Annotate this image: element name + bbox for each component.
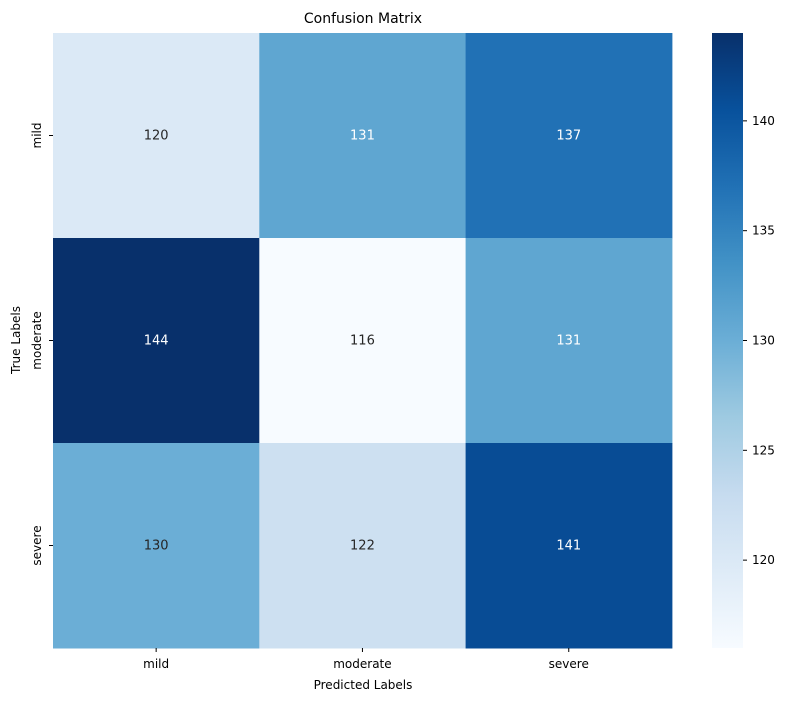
heatmap-cell (465, 238, 673, 444)
heatmap-cell (465, 33, 673, 239)
cell-annotations: 120 131 137 144 116 131 130 122 141 (144, 129, 581, 554)
heatmap-cells (53, 33, 673, 649)
x-tick-label: mild (143, 657, 169, 671)
y-axis-ticks: mild moderate severe (30, 123, 53, 566)
cell-value-label: 122 (350, 539, 375, 554)
cell-value-label: 144 (144, 334, 169, 349)
x-axis-label: Predicted Labels (314, 678, 413, 692)
heatmap-cell (259, 33, 467, 239)
colorbar-tick-label: 135 (752, 224, 775, 238)
colorbar-ticks: 120 125 130 135 140 (743, 114, 775, 567)
cell-value-label: 120 (144, 129, 169, 144)
heatmap-cell (53, 443, 260, 649)
x-axis-ticks: mild moderate severe (143, 648, 589, 671)
colorbar-tick-label: 125 (752, 443, 775, 457)
heatmap-cell (53, 238, 260, 444)
heatmap-cell (465, 443, 673, 649)
cell-value-label: 116 (350, 334, 375, 349)
cell-value-label: 141 (556, 539, 581, 554)
heatmap-cell (259, 443, 467, 649)
y-axis-label: True Labels (9, 306, 23, 375)
chart-title: Confusion Matrix (304, 11, 422, 27)
cell-value-label: 131 (556, 334, 581, 349)
y-tick-label: severe (30, 525, 44, 565)
cell-value-label: 137 (556, 129, 581, 144)
y-tick-label: mild (30, 123, 44, 149)
x-tick-label: severe (549, 657, 589, 671)
x-tick-label: moderate (333, 657, 391, 671)
heatmap-cell (259, 238, 467, 444)
cell-value-label: 131 (350, 129, 375, 144)
y-tick-label: moderate (30, 311, 44, 369)
colorbar-tick-label: 120 (752, 553, 775, 567)
colorbar-tick-label: 140 (752, 114, 775, 128)
colorbar-tick-label: 130 (752, 334, 775, 348)
colorbar (712, 33, 743, 648)
cell-value-label: 130 (144, 539, 169, 554)
heatmap-cell (53, 33, 260, 239)
